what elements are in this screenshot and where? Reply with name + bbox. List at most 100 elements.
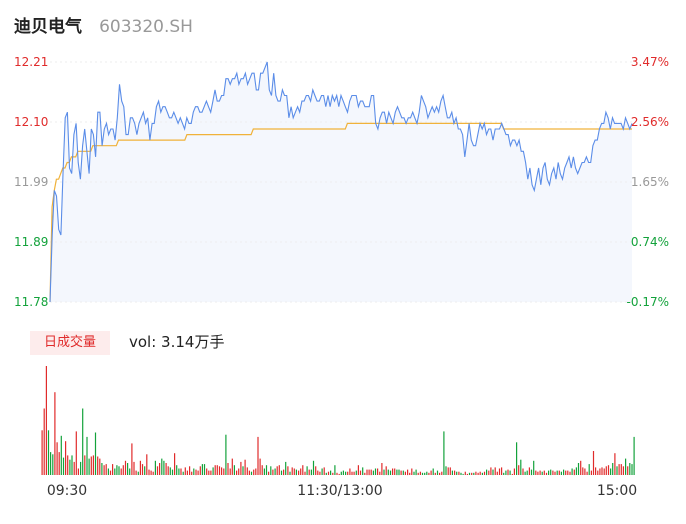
volume-bar bbox=[176, 465, 178, 475]
volume-bar bbox=[62, 457, 65, 475]
volume-bar bbox=[146, 454, 148, 475]
volume-bar bbox=[460, 472, 462, 475]
volume-bar bbox=[84, 455, 86, 475]
volume-bar bbox=[366, 469, 368, 476]
volume-bar bbox=[206, 468, 208, 475]
volume-bar bbox=[163, 460, 165, 475]
volume-bar bbox=[122, 465, 124, 475]
volume-bar bbox=[289, 471, 291, 475]
volume-bar bbox=[385, 466, 387, 475]
x-tick-label: 09:30 bbox=[47, 483, 87, 499]
volume-bar bbox=[458, 471, 460, 475]
volume-bar bbox=[229, 468, 231, 475]
volume-bar bbox=[475, 471, 477, 475]
volume-bar bbox=[445, 466, 447, 475]
volume-bar bbox=[56, 442, 58, 475]
volume-bar bbox=[71, 455, 73, 475]
volume-bar bbox=[507, 469, 509, 476]
volume-bar bbox=[308, 469, 310, 476]
volume-bar bbox=[302, 465, 304, 475]
volume-bar bbox=[58, 452, 60, 475]
volume-bar bbox=[394, 468, 396, 475]
volume-bar bbox=[274, 468, 276, 475]
volume-bar bbox=[590, 470, 592, 475]
volume-bar bbox=[524, 471, 526, 475]
volume-bar bbox=[154, 460, 156, 475]
price-line bbox=[49, 61, 633, 303]
volume-bar bbox=[597, 470, 599, 475]
volume-bar bbox=[304, 471, 306, 475]
volume-bar bbox=[327, 471, 330, 475]
volume-bar bbox=[137, 471, 139, 475]
volume-bar bbox=[441, 471, 443, 475]
volume-bar bbox=[618, 464, 620, 475]
volume-bar bbox=[573, 469, 575, 476]
volume-bar bbox=[522, 468, 524, 475]
volume-bar bbox=[565, 470, 567, 475]
volume-bar bbox=[227, 463, 229, 475]
volume-bar bbox=[520, 459, 522, 475]
volume-bar bbox=[150, 470, 152, 475]
volume-bar bbox=[451, 470, 453, 475]
volume-bar bbox=[67, 455, 69, 475]
volume-bar bbox=[592, 451, 595, 475]
volume-bar bbox=[88, 458, 90, 475]
volume-bar bbox=[603, 468, 605, 475]
volume-tab[interactable]: 日成交量 bbox=[30, 331, 110, 355]
volume-bar bbox=[627, 466, 629, 475]
volume-bar bbox=[65, 441, 67, 475]
volume-bar bbox=[439, 472, 441, 475]
volume-bar bbox=[338, 473, 340, 475]
volume-bar bbox=[582, 467, 584, 475]
volume-bar bbox=[195, 469, 197, 476]
volume-bar bbox=[586, 471, 588, 475]
y-right-tick-label: 1.65% bbox=[631, 175, 669, 189]
volume-bar bbox=[488, 470, 490, 475]
volume-bar bbox=[462, 473, 464, 475]
volume-bar bbox=[131, 443, 133, 475]
volume-bar bbox=[409, 472, 411, 475]
volume-bar bbox=[45, 366, 47, 475]
volume-bar bbox=[101, 463, 103, 475]
volume-bar bbox=[208, 470, 210, 475]
volume-bar bbox=[141, 464, 144, 475]
volume-bar bbox=[526, 470, 528, 475]
volume-bar bbox=[428, 472, 430, 475]
volume-bar bbox=[633, 436, 635, 475]
volume-bar bbox=[184, 467, 186, 475]
volume-bar bbox=[614, 453, 616, 475]
stock-name: 迪贝电气 bbox=[14, 17, 82, 37]
volume-bar bbox=[368, 469, 370, 476]
volume-bar bbox=[518, 465, 520, 475]
volume-bar bbox=[413, 471, 415, 475]
volume-bar bbox=[434, 472, 436, 475]
volume-bar bbox=[421, 472, 424, 475]
y-left-tick-label: 11.78 bbox=[14, 295, 48, 309]
volume-bar bbox=[432, 468, 434, 475]
volume-bar bbox=[552, 470, 554, 475]
volume-bar bbox=[80, 461, 82, 475]
volume-bar bbox=[189, 466, 191, 475]
volume-bar bbox=[449, 467, 451, 475]
volume-bar bbox=[60, 435, 62, 475]
volume-bar bbox=[129, 468, 131, 475]
volume-bar bbox=[321, 468, 323, 475]
volume-bar bbox=[240, 461, 242, 475]
volume-bar bbox=[424, 472, 426, 475]
volume-bar bbox=[174, 453, 176, 475]
volume-bar bbox=[278, 465, 280, 475]
volume-bar bbox=[631, 464, 633, 475]
volume-bar bbox=[533, 460, 535, 475]
volume-bar bbox=[332, 472, 334, 475]
volume-bar bbox=[159, 463, 161, 475]
volume-bar bbox=[548, 470, 550, 475]
y-left-tick-label: 11.99 bbox=[14, 175, 48, 189]
volume-bar bbox=[139, 460, 141, 475]
volume-bar bbox=[242, 466, 244, 475]
volume-bar bbox=[259, 458, 261, 475]
volume-bar bbox=[212, 467, 214, 475]
volume-bar bbox=[357, 465, 359, 475]
volume-bar bbox=[558, 470, 560, 475]
volume-bar bbox=[580, 460, 582, 475]
volume-bar bbox=[47, 430, 50, 475]
